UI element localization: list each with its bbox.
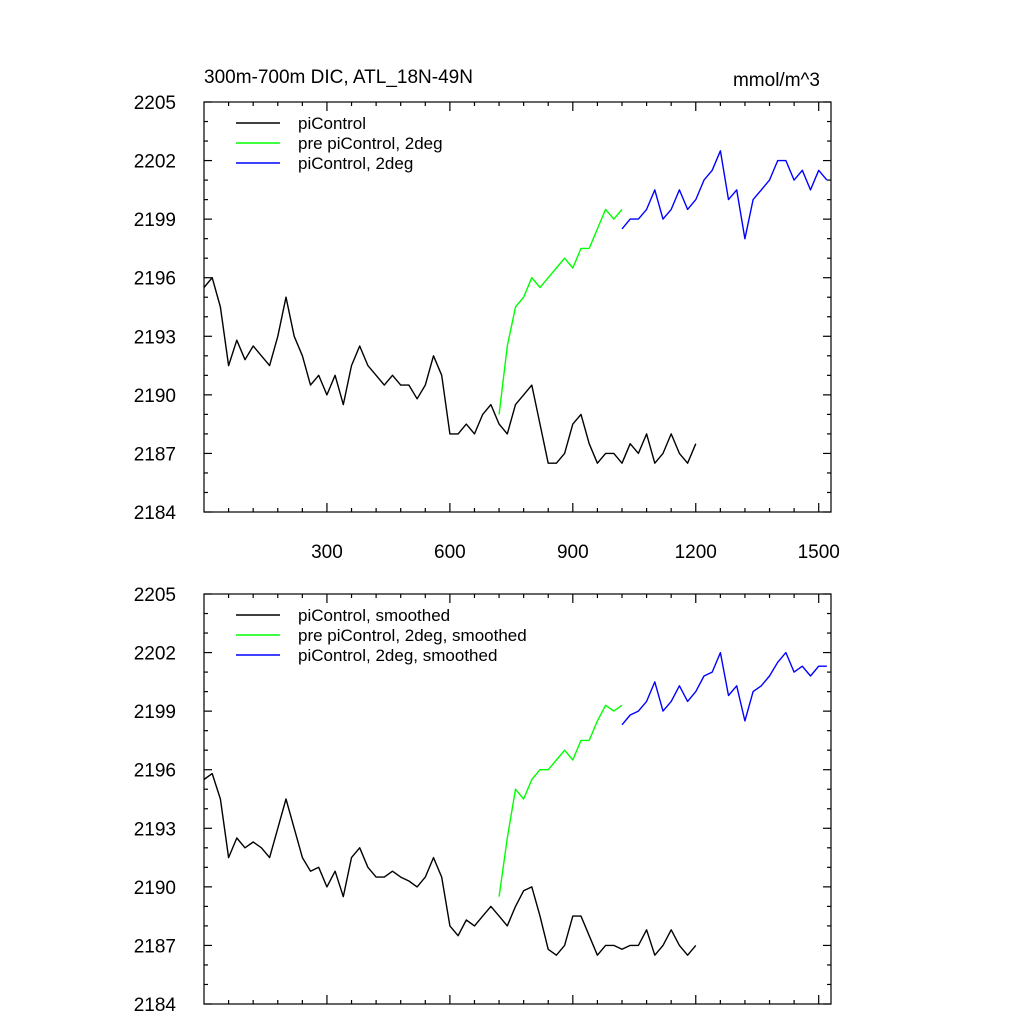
y-tick-label: 2205 bbox=[134, 93, 176, 114]
legend-label: piControl, smoothed bbox=[298, 606, 450, 625]
legend-label: piControl bbox=[298, 114, 366, 133]
plot-frame bbox=[203, 101, 832, 513]
panel-bottom: 2184 2187 2190 2193 2196 2199 2202 2205 piContro… bbox=[134, 585, 832, 1016]
y-tick-label: 2193 bbox=[134, 327, 176, 348]
series-line bbox=[203, 277, 697, 464]
series-line bbox=[621, 150, 828, 240]
chart-title: 300m-700m DIC, ATL_18N-49N bbox=[204, 67, 473, 88]
y-tick-label: 2190 bbox=[134, 878, 176, 899]
series-line bbox=[621, 651, 827, 726]
y-tick-label: 2205 bbox=[134, 585, 176, 606]
legend-label: piControl, 2deg bbox=[298, 154, 413, 173]
legend-label: piControl, 2deg, smoothed bbox=[298, 646, 497, 665]
y-tick-label: 2187 bbox=[134, 444, 176, 465]
x-tick-label: 900 bbox=[557, 542, 589, 563]
panel-top: 2184 2187 2190 2193 2196 2199 2202 2205 300 600 90… bbox=[134, 93, 840, 563]
legend-label: pre piControl, 2deg bbox=[298, 134, 443, 153]
x-tick-label: 1500 bbox=[798, 542, 840, 563]
x-tick-label: 300 bbox=[311, 542, 343, 563]
series-line bbox=[498, 208, 623, 415]
y-tick-label: 2196 bbox=[134, 761, 176, 782]
y-tick-label: 2184 bbox=[134, 503, 177, 524]
y-tick-label: 2199 bbox=[134, 702, 176, 723]
y-tick-label: 2199 bbox=[134, 210, 176, 231]
y-tick-label: 2193 bbox=[134, 819, 176, 840]
x-tick-label: 600 bbox=[434, 542, 466, 563]
units-label: mmol/m^3 bbox=[733, 70, 820, 91]
series-line bbox=[203, 772, 697, 956]
y-tick-label: 2196 bbox=[134, 269, 176, 290]
x-tick-label: 1200 bbox=[675, 542, 717, 563]
legend-label: pre piControl, 2deg, smoothed bbox=[298, 626, 527, 645]
y-tick-label: 2184 bbox=[134, 995, 177, 1016]
y-tick-label: 2202 bbox=[134, 152, 176, 173]
y-tick-label: 2202 bbox=[134, 644, 176, 665]
y-tick-label: 2190 bbox=[134, 386, 176, 407]
plot-frame bbox=[203, 593, 832, 1005]
y-tick-label: 2187 bbox=[134, 936, 176, 957]
series-line bbox=[498, 704, 623, 897]
